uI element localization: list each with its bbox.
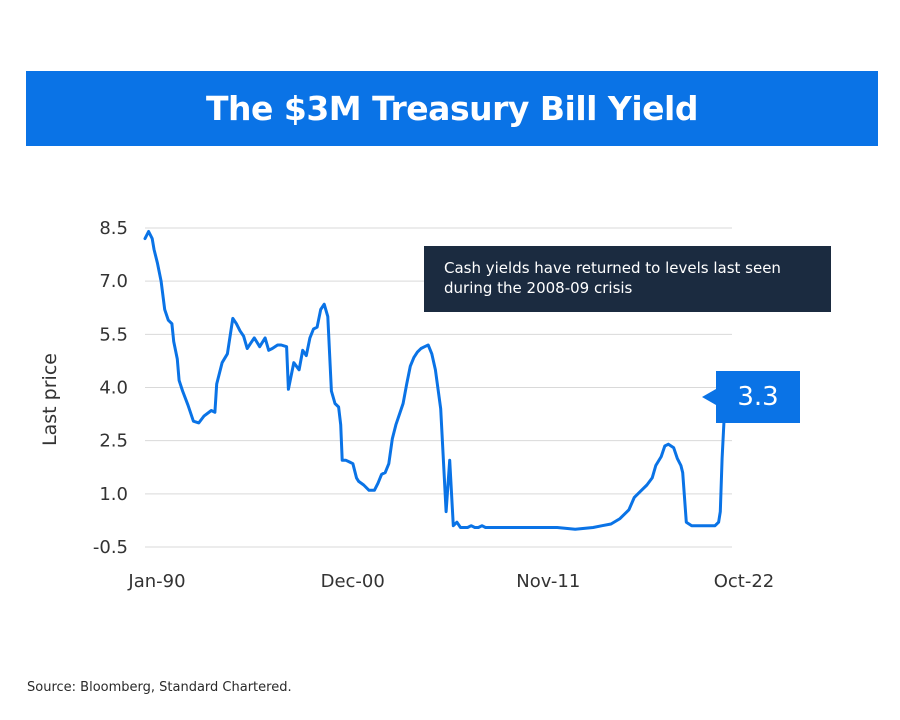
title-banner: The $3M Treasury Bill Yield <box>26 71 878 146</box>
annotation-callout: Cash yields have returned to levels last… <box>424 246 831 312</box>
y-tick-label: 4.0 <box>99 378 128 399</box>
last-value-pointer <box>702 389 716 405</box>
y-axis-label: Last price <box>39 353 61 446</box>
source-note: Source: Bloomberg, Standard Chartered. <box>27 680 292 695</box>
x-tick-label: Nov-11 <box>516 571 580 592</box>
y-tick-label: 5.5 <box>99 324 128 345</box>
x-tick-label: Dec-00 <box>321 571 385 592</box>
y-tick-label: -0.5 <box>93 537 128 558</box>
x-tick-label: Jan-90 <box>127 571 185 592</box>
chart-title: The $3M Treasury Bill Yield <box>206 89 698 128</box>
y-tick-label: 1.0 <box>99 484 128 505</box>
series-line <box>143 230 734 531</box>
last-value-label: 3.3 <box>716 371 800 423</box>
y-tick-label: 7.0 <box>99 271 128 292</box>
x-tick-label: Oct-22 <box>714 571 775 592</box>
y-tick-label: 8.5 <box>99 218 128 239</box>
y-tick-label: 2.5 <box>99 431 128 452</box>
